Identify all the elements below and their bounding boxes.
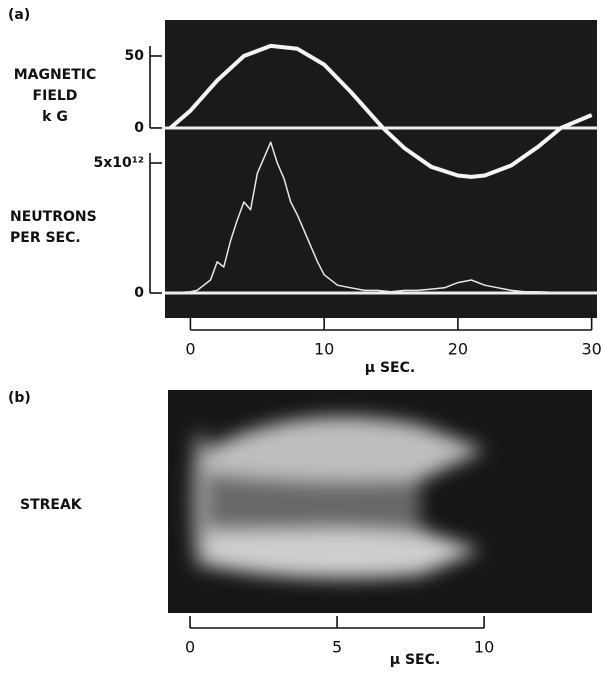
panel-label: (b) (8, 390, 31, 406)
scope-screen (165, 20, 597, 318)
y-tick-label: 0 (134, 285, 144, 301)
x-tick-label: 30 (581, 340, 601, 359)
panel-label: (a) (8, 7, 30, 23)
x-tick-label: 0 (185, 340, 195, 359)
x-tick-label: 5 (332, 638, 342, 657)
y-axis-label: FIELD (33, 88, 78, 104)
trace (170, 141, 592, 294)
y-tick-label: 50 (125, 48, 145, 64)
y-axis-label: k G (42, 109, 68, 125)
y-tick-label: 0 (134, 120, 144, 136)
x-tick-label: 10 (474, 638, 494, 657)
y-axis-label: MAGNETIC (14, 67, 97, 83)
trace (168, 43, 593, 179)
y-axis-label: NEUTRONS (10, 209, 97, 225)
y-axis-label: STREAK (20, 497, 83, 513)
y-tick-label: 5x10¹² (93, 155, 144, 171)
x-axis-label: μ SEC. (365, 360, 415, 376)
x-tick-label: 10 (314, 340, 334, 359)
streak-glow (192, 416, 485, 579)
x-tick-label: 0 (185, 638, 195, 657)
x-tick-label: 20 (448, 340, 468, 359)
x-axis-label: μ SEC. (390, 652, 440, 668)
y-axis-label: PER SEC. (10, 230, 81, 246)
